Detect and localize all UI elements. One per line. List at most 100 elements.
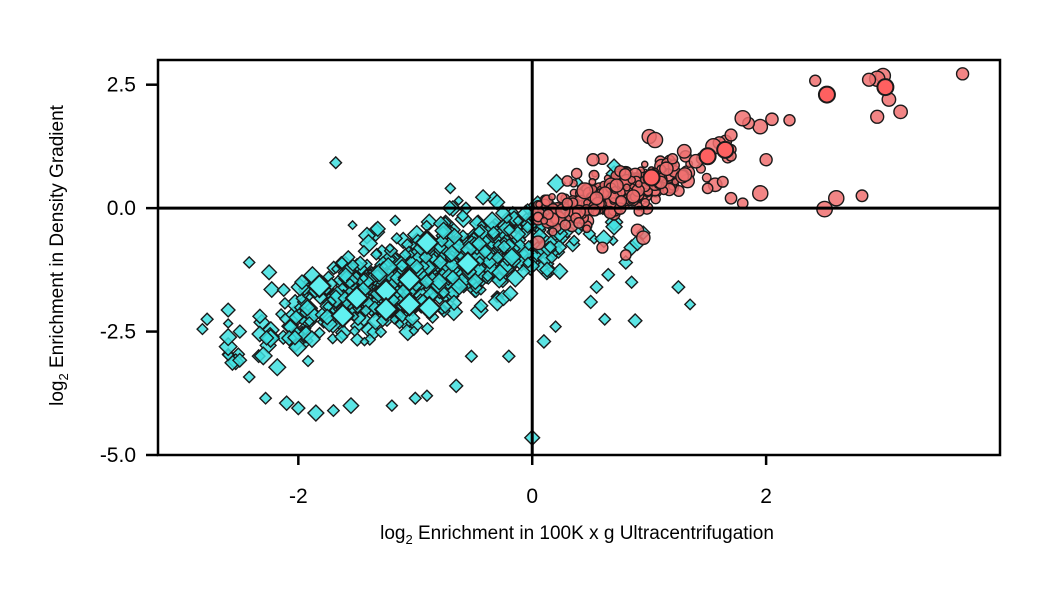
depleted-point xyxy=(288,309,304,326)
enriched-point xyxy=(861,72,877,87)
depleted-point xyxy=(456,209,470,223)
depleted-point xyxy=(242,255,256,269)
enriched-point xyxy=(752,185,769,202)
depleted-point xyxy=(418,273,435,290)
depleted-point xyxy=(516,264,531,279)
depleted-point xyxy=(583,294,599,310)
enriched-point xyxy=(659,161,674,177)
depleted-point xyxy=(464,349,479,364)
depleted-point xyxy=(453,195,464,206)
depleted-point xyxy=(627,312,643,329)
depleted-point xyxy=(589,279,604,295)
depleted-point xyxy=(496,239,512,255)
depleted-point xyxy=(683,298,697,311)
depleted-point xyxy=(536,333,552,350)
enriched-point xyxy=(619,249,632,261)
y-tick-label: -5.0 xyxy=(100,444,136,467)
enriched-point xyxy=(646,131,664,149)
enriched-point xyxy=(676,143,692,159)
enriched-point xyxy=(783,114,796,127)
enriched-point xyxy=(701,182,714,195)
enriched-highlight-point xyxy=(642,168,661,187)
y-tick-label: 0.0 xyxy=(107,197,136,220)
depleted-point xyxy=(420,389,434,403)
depleted-point xyxy=(605,217,624,236)
depleted-point xyxy=(293,273,311,291)
depleted-point xyxy=(298,299,317,317)
depleted-highlight-point xyxy=(344,285,370,311)
enriched-point xyxy=(548,227,558,237)
enriched-point xyxy=(582,224,592,234)
enriched-point xyxy=(559,219,572,231)
enriched-point xyxy=(752,118,769,135)
y-axis-label: log2 Enrichment in Density Gradient xyxy=(47,104,71,406)
depleted-point xyxy=(488,193,506,211)
axis-ticks: -2 0 2 2.5 0.0 -2.5 -5.0 xyxy=(100,74,772,508)
depleted-point xyxy=(359,336,370,347)
enriched-highlight-point xyxy=(716,140,735,159)
depleted-point xyxy=(251,308,268,325)
depleted-point xyxy=(348,325,361,337)
depleted-point xyxy=(395,258,410,273)
enriched-point xyxy=(587,203,601,217)
depleted-point xyxy=(260,264,278,281)
depleted-point xyxy=(389,314,400,325)
depleted-point xyxy=(335,256,349,270)
plot-frame xyxy=(156,58,1002,457)
enriched-point xyxy=(855,189,869,203)
depleted-point xyxy=(378,256,399,277)
depleted-point xyxy=(545,251,559,265)
enriched-point xyxy=(759,153,773,167)
depleted-point xyxy=(481,269,495,283)
depleted-point xyxy=(474,188,492,206)
depleted-point xyxy=(232,324,248,339)
reference-lines xyxy=(158,60,1000,455)
enriched-point xyxy=(570,167,583,180)
enriched-point xyxy=(716,175,729,188)
x-tick-label: 2 xyxy=(760,485,772,508)
depleted-point xyxy=(302,330,322,349)
depleted-point xyxy=(301,354,315,368)
enriched-point xyxy=(589,191,604,206)
enriched-point xyxy=(634,180,643,188)
depleted-point xyxy=(369,248,383,261)
enriched-point xyxy=(548,193,556,201)
depleted-point xyxy=(253,346,274,366)
enriched-point xyxy=(622,183,631,192)
depleted-point xyxy=(501,349,516,364)
x-axis-label: log2 Enrichment in 100K x g Ultracentrif… xyxy=(380,523,774,547)
depleted-highlight-point xyxy=(397,291,422,317)
y-tick-label: 2.5 xyxy=(107,74,136,97)
depleted-point xyxy=(286,329,303,346)
depleted-point xyxy=(551,262,569,281)
enriched-point xyxy=(640,160,649,169)
enriched-highlight-point xyxy=(817,85,836,104)
depleted-point xyxy=(196,322,209,336)
depleted-highlight-point xyxy=(306,273,332,299)
depleted-point xyxy=(220,302,236,318)
depleted-point xyxy=(200,312,215,327)
depleted-point xyxy=(369,220,387,238)
depleted-point xyxy=(242,370,256,384)
depleted-point xyxy=(334,329,349,345)
depleted-highlight-point xyxy=(373,296,399,322)
enriched-point xyxy=(893,104,908,120)
depleted-point xyxy=(390,232,404,245)
depleted-point xyxy=(442,244,461,263)
enriched-point xyxy=(618,168,632,181)
depleted-point xyxy=(502,285,519,302)
enriched-point xyxy=(724,128,738,142)
depleted-point xyxy=(501,247,522,267)
depleted-point xyxy=(671,279,686,295)
depleted-point xyxy=(549,320,563,334)
depleted-point xyxy=(326,403,341,418)
depleted-point xyxy=(448,378,464,394)
depleted-point xyxy=(346,258,360,273)
depleted-point xyxy=(418,249,434,265)
depleted-point xyxy=(258,330,275,346)
depleted-point xyxy=(444,182,457,195)
depleted-point xyxy=(357,244,371,258)
depleted-point xyxy=(624,275,639,290)
enriched-point xyxy=(677,167,693,183)
depleted-point xyxy=(512,215,524,227)
